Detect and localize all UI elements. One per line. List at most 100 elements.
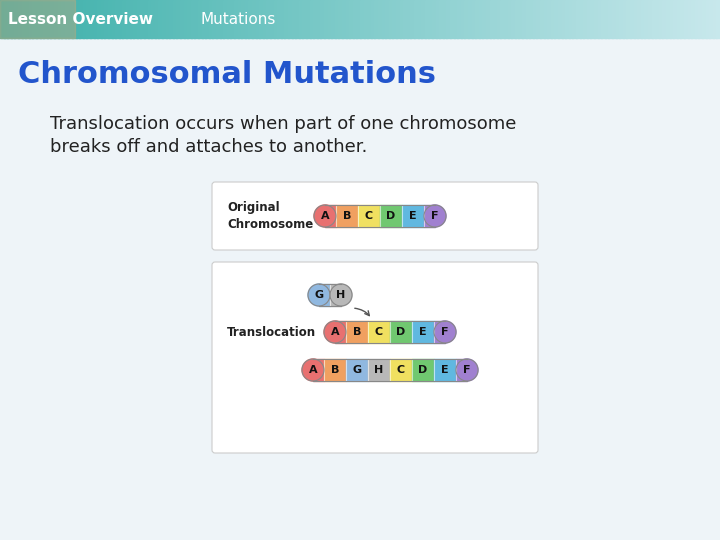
Bar <box>335 321 346 343</box>
Bar <box>162 0 166 38</box>
Bar <box>412 321 434 343</box>
Bar <box>342 0 346 38</box>
Bar <box>173 0 177 38</box>
Bar <box>648 0 652 38</box>
Bar <box>22 0 26 38</box>
Bar <box>112 0 116 38</box>
Bar <box>346 321 368 343</box>
Text: F: F <box>463 365 471 375</box>
Text: E: E <box>409 211 417 221</box>
Bar <box>227 0 231 38</box>
Bar <box>176 0 181 38</box>
Bar <box>457 0 462 38</box>
Bar <box>144 0 148 38</box>
Text: A: A <box>330 327 339 337</box>
Bar <box>212 0 217 38</box>
Bar <box>126 0 130 38</box>
Bar <box>456 359 467 381</box>
Bar <box>324 359 346 381</box>
Bar <box>709 0 714 38</box>
Bar <box>425 0 429 38</box>
Bar <box>14 0 19 38</box>
Bar <box>551 0 555 38</box>
Bar <box>626 0 631 38</box>
Bar <box>684 0 688 38</box>
Bar <box>544 0 548 38</box>
Bar <box>90 0 94 38</box>
Bar <box>652 0 656 38</box>
Bar <box>317 0 321 38</box>
FancyBboxPatch shape <box>212 182 538 250</box>
Text: C: C <box>397 365 405 375</box>
Bar <box>220 0 224 38</box>
Bar <box>424 205 435 227</box>
Bar <box>0 0 4 38</box>
Bar <box>616 0 620 38</box>
Bar <box>122 0 127 38</box>
Text: Translocation occurs when part of one chromosome: Translocation occurs when part of one ch… <box>50 115 516 133</box>
Bar <box>515 0 519 38</box>
Text: H: H <box>374 365 384 375</box>
Bar <box>547 0 552 38</box>
Bar <box>292 0 296 38</box>
Bar <box>223 0 228 38</box>
Bar <box>385 0 390 38</box>
Text: Mutations: Mutations <box>200 11 275 26</box>
Bar <box>101 0 105 38</box>
FancyArrowPatch shape <box>355 308 369 315</box>
Bar <box>25 0 30 38</box>
Bar <box>288 0 292 38</box>
Bar <box>151 0 156 38</box>
Bar <box>392 0 397 38</box>
Bar <box>562 0 566 38</box>
Text: D: D <box>397 327 405 337</box>
Bar <box>702 0 706 38</box>
Bar <box>346 359 368 381</box>
Bar <box>368 359 390 381</box>
FancyBboxPatch shape <box>212 262 538 453</box>
Bar <box>97 0 102 38</box>
Bar <box>691 0 696 38</box>
Ellipse shape <box>308 284 330 306</box>
Bar <box>50 0 55 38</box>
Bar <box>590 0 595 38</box>
Bar <box>641 0 645 38</box>
Bar <box>346 0 350 38</box>
Bar <box>86 0 91 38</box>
Bar <box>320 0 325 38</box>
Text: breaks off and attaches to another.: breaks off and attaches to another. <box>50 138 367 156</box>
Bar <box>569 0 573 38</box>
Bar <box>698 0 703 38</box>
Bar <box>108 0 112 38</box>
Bar <box>673 0 678 38</box>
Bar <box>194 0 199 38</box>
Bar <box>230 0 235 38</box>
Bar <box>18 0 22 38</box>
Bar <box>336 205 358 227</box>
Bar <box>533 0 537 38</box>
Bar <box>436 0 440 38</box>
Bar <box>526 0 530 38</box>
Bar <box>382 0 386 38</box>
Bar <box>191 0 195 38</box>
Bar <box>644 0 649 38</box>
Bar <box>389 0 393 38</box>
Text: G: G <box>315 290 323 300</box>
Text: D: D <box>418 365 428 375</box>
Bar <box>605 0 609 38</box>
Bar <box>454 0 458 38</box>
Bar <box>209 0 213 38</box>
Ellipse shape <box>434 321 456 343</box>
Bar <box>302 0 307 38</box>
Text: F: F <box>441 327 449 337</box>
Bar <box>601 0 606 38</box>
Bar <box>504 0 508 38</box>
Bar <box>508 0 512 38</box>
Text: Original: Original <box>227 201 279 214</box>
Bar <box>461 0 465 38</box>
Bar <box>443 0 447 38</box>
Bar <box>180 0 184 38</box>
Bar <box>493 0 498 38</box>
Text: B: B <box>353 327 361 337</box>
Bar <box>706 0 710 38</box>
